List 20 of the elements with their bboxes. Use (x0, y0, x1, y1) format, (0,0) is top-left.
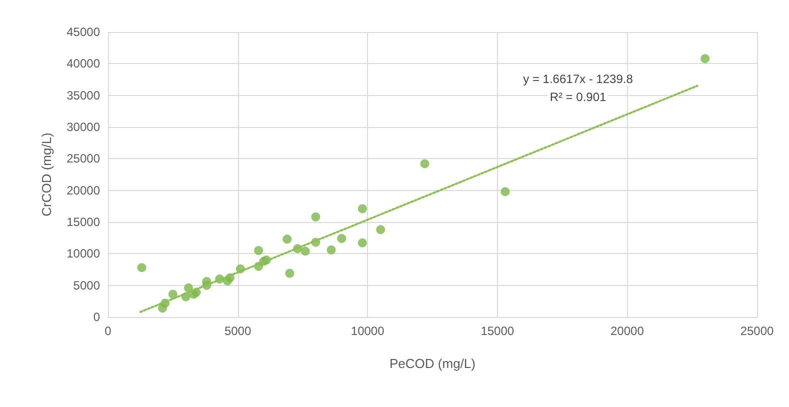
y-tick-label: 0 (93, 310, 100, 324)
y-tick-label: 5000 (73, 278, 100, 292)
y-tick-label: 20000 (66, 183, 100, 198)
x-tick-label: 15000 (480, 324, 514, 338)
y-tick-label: 40000 (66, 56, 100, 71)
x-tick-label: 20000 (610, 324, 644, 338)
annotation: y = 1.6617x - 1239.8 (523, 72, 634, 86)
x-tick-label: 25000 (740, 324, 774, 338)
y-tick-label: 15000 (66, 215, 100, 229)
annotation: R² = 0.901 (550, 90, 607, 104)
y-tick-label: 10000 (66, 246, 100, 261)
y-tick-label: 25000 (66, 152, 100, 166)
y-axis-title: CrCOD (mg/L) (39, 132, 54, 216)
x-tick-label: 0 (104, 324, 112, 338)
y-tick-label: 35000 (66, 88, 100, 102)
x-axis-title: PeCOD (mg/L) (390, 356, 476, 371)
x-tick-label: 5000 (224, 324, 252, 338)
y-tick-label: 30000 (66, 120, 100, 134)
y-tick-label: 45000 (66, 25, 100, 39)
x-tick-label: 10000 (350, 324, 385, 338)
